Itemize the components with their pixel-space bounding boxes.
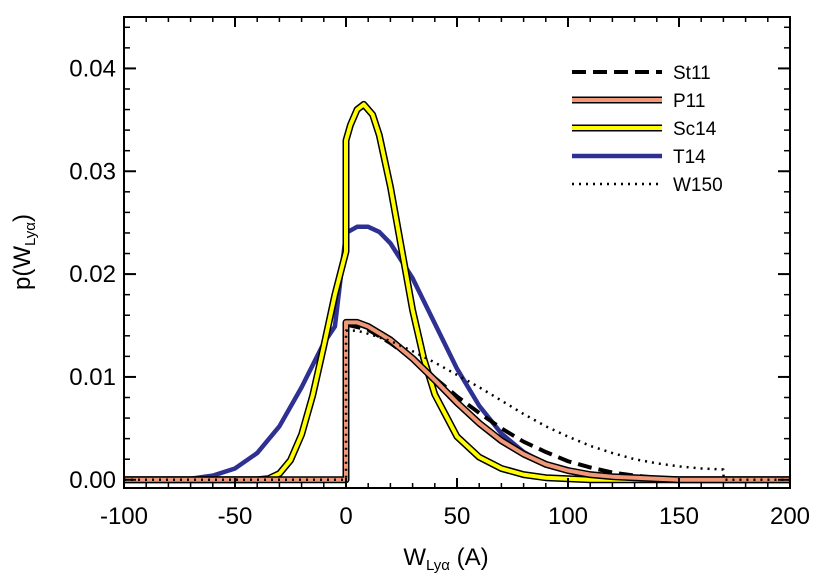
x-axis-title: WLyα (A) — [403, 544, 488, 574]
legend-label-st11: St11 — [673, 63, 711, 84]
series-layer — [124, 100, 790, 484]
y-tick-label: 0.00 — [69, 467, 116, 494]
x-tick-label: 0 — [339, 503, 352, 530]
legend-label-t14: T14 — [673, 147, 706, 168]
y-axis-title: p(WLyα) — [9, 214, 39, 290]
x-tick-label: 50 — [444, 503, 471, 530]
x-tick-label: 100 — [548, 503, 588, 530]
ticks-layer: -100 -50 0 50 100 150 200 0.00 0.01 0.02 0.03 0.04 — [69, 17, 810, 530]
plot-frame — [123, 16, 791, 489]
legend-label-sc14: Sc14 — [673, 119, 717, 140]
x-tick-label: -100 — [100, 503, 148, 530]
legend-label-p11: P11 — [673, 91, 705, 112]
series-line-t14 — [124, 224, 790, 483]
y-tick-label: 0.04 — [69, 55, 116, 82]
x-tick-label: 200 — [770, 503, 810, 530]
legend-label-w150: W150 — [673, 175, 723, 196]
series-line-p11 — [124, 320, 790, 482]
legend: St11 P11 Sc14 T14 W150 — [572, 63, 723, 196]
y-tick-label: 0.01 — [69, 364, 116, 391]
series-line-sc14 — [124, 102, 790, 482]
y-tick-label: 0.03 — [69, 158, 116, 185]
x-tick-label: -50 — [218, 503, 253, 530]
x-tick-label: 150 — [659, 503, 699, 530]
y-tick-label: 0.02 — [69, 261, 116, 288]
